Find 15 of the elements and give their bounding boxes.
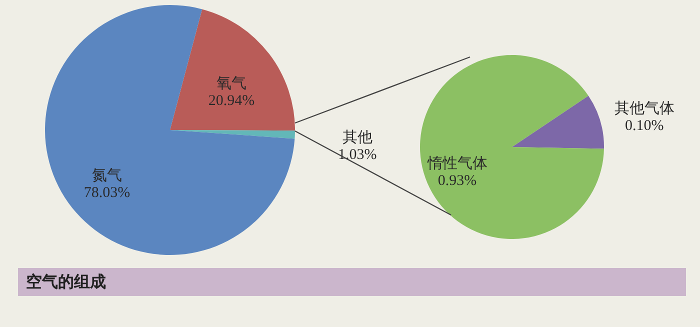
- slice-label: 氮气: [92, 167, 122, 184]
- pie-slice: [45, 5, 295, 255]
- slice-label: 氧气: [216, 74, 247, 92]
- data-label: 0.10%: [625, 118, 664, 134]
- data-label: 1.03%: [338, 146, 377, 163]
- data-label: 0.93%: [438, 173, 477, 190]
- slice-label: 惰性气体: [426, 155, 488, 172]
- data-label: 20.94%: [208, 92, 255, 109]
- pie-slice: [170, 9, 295, 131]
- pie-slice: [420, 55, 604, 239]
- pie-slice: [512, 96, 604, 149]
- slice-label: 其他气体: [614, 100, 674, 118]
- slice-label: 其他: [342, 128, 372, 146]
- text: 空气的组成: [26, 272, 106, 293]
- data-label: 78.03%: [84, 185, 130, 202]
